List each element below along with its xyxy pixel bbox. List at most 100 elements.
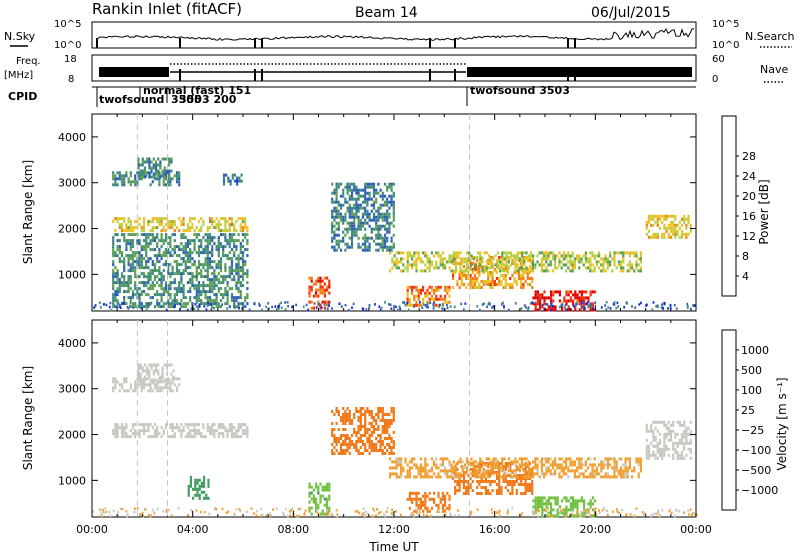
heatmap-cell <box>315 506 318 510</box>
heatmap-cell <box>200 263 203 267</box>
heatmap-cell <box>321 279 324 283</box>
heatmap-cell <box>191 423 194 427</box>
heatmap-cell <box>550 299 553 303</box>
heatmap-cell <box>265 305 268 309</box>
heatmap-cell <box>178 287 181 291</box>
heatmap-cell <box>361 242 365 246</box>
heatmap-cell <box>652 223 655 227</box>
heatmap-cell <box>458 286 461 289</box>
heatmap-cell <box>339 206 343 210</box>
heatmap-cell <box>663 420 666 424</box>
heatmap-cell <box>687 441 690 445</box>
heatmap-cell <box>206 278 209 282</box>
heatmap-cell <box>116 281 119 285</box>
heatmap-cell <box>408 506 411 510</box>
heatmap-cell <box>375 428 378 431</box>
heatmap-cell <box>656 420 659 424</box>
heatmap-cell <box>388 221 391 225</box>
heatmap-cell <box>152 157 155 161</box>
heatmap-cell <box>417 472 420 476</box>
heatmap-cell <box>348 419 351 422</box>
heatmap-cell <box>645 453 648 457</box>
heatmap-cell <box>189 226 192 230</box>
heatmap-cell <box>138 239 141 243</box>
heatmap-cell <box>483 269 486 273</box>
heatmap-cell <box>526 277 529 280</box>
heatmap-cell <box>613 263 616 267</box>
heatmap-cell <box>112 278 115 282</box>
heatmap-cell <box>451 477 455 480</box>
heatmap-cell <box>525 266 528 270</box>
heatmap-cell <box>473 280 477 283</box>
heatmap-cell <box>208 239 212 243</box>
heatmap-cell <box>626 475 629 479</box>
freq-ytick-bottom: 8 <box>68 74 74 85</box>
heatmap-cell <box>467 489 470 492</box>
heatmap-cell <box>564 306 566 310</box>
heatmap-cell <box>415 463 418 467</box>
heatmap-cell <box>468 251 471 255</box>
heatmap-cell <box>344 422 347 425</box>
heatmap-cell <box>539 505 542 509</box>
heatmap-cell <box>525 251 528 255</box>
heatmap-cell <box>406 472 409 476</box>
heatmap-cell <box>217 432 220 436</box>
heatmap-cell <box>546 303 549 306</box>
heatmap-cell <box>650 217 653 221</box>
heatmap-cell <box>495 489 499 492</box>
heatmap-cell <box>149 275 152 279</box>
heatmap-cell <box>137 157 140 161</box>
heatmap-cell <box>141 157 144 161</box>
heatmap-cell <box>202 263 205 267</box>
heatmap-cell <box>171 429 174 433</box>
heatmap-cell <box>437 297 440 301</box>
heatmap-cell <box>386 507 389 510</box>
heatmap-cell <box>654 235 657 239</box>
heatmap-cell <box>246 269 249 273</box>
heatmap-cell <box>392 215 395 219</box>
heatmap-cell <box>169 302 172 306</box>
heatmap-cell <box>222 254 225 258</box>
heatmap-cell <box>633 251 636 255</box>
heatmap-cell <box>534 293 537 297</box>
heatmap-cell <box>543 496 546 500</box>
heatmap-cell <box>153 511 155 514</box>
heatmap-cell <box>123 217 126 221</box>
freq-traces <box>99 63 692 81</box>
heatmap-cell <box>531 468 534 471</box>
heatmap-cell <box>545 303 548 306</box>
heatmap-cell <box>337 227 340 231</box>
heatmap-cell <box>663 432 666 436</box>
heatmap-cell <box>142 432 146 436</box>
heatmap-cell <box>501 251 504 255</box>
heatmap-cell <box>125 423 128 427</box>
heatmap-cell <box>654 444 657 448</box>
heatmap-cell <box>193 242 196 246</box>
heatmap-cell <box>226 296 229 300</box>
heatmap-cell <box>430 288 433 292</box>
heatmap-cell <box>131 432 135 436</box>
heatmap-cell <box>364 182 367 186</box>
heatmap-cell <box>628 254 631 258</box>
heatmap-cell <box>241 278 245 282</box>
heatmap-cell <box>426 260 429 264</box>
heatmap-cell <box>458 477 461 480</box>
heatmap-cell <box>579 515 582 518</box>
heatmap-cell <box>637 257 640 261</box>
heatmap-cell <box>428 269 431 273</box>
heatmap-cell <box>413 457 416 461</box>
heatmap-cell <box>678 438 681 442</box>
heatmap-cell <box>211 423 214 427</box>
heatmap-cell <box>118 245 121 249</box>
heatmap-cell <box>153 278 157 282</box>
heatmap-cell <box>241 245 245 249</box>
heatmap-cell <box>120 302 124 306</box>
heatmap-cell <box>409 513 412 517</box>
heatmap-cell <box>172 375 175 379</box>
heatmap-cell <box>167 302 170 306</box>
heatmap-cell <box>233 245 236 249</box>
heatmap-cell <box>527 466 530 470</box>
heatmap-cell <box>215 305 218 309</box>
heatmap-cell <box>112 254 115 258</box>
heatmap-cell <box>226 220 229 224</box>
